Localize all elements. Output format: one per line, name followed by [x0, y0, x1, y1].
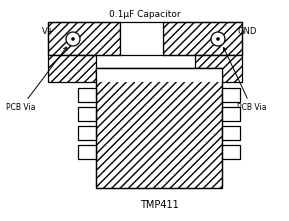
Text: TMP411: TMP411	[140, 200, 178, 210]
Bar	[48, 22, 242, 55]
Bar	[48, 22, 120, 55]
Text: PCB Via: PCB Via	[223, 48, 266, 112]
Text: 6: 6	[225, 128, 230, 137]
Circle shape	[211, 32, 225, 46]
Bar	[96, 68, 222, 82]
Bar	[96, 68, 222, 188]
Bar	[120, 22, 163, 55]
Bar	[222, 107, 240, 121]
Text: 8: 8	[225, 91, 230, 99]
Text: 5: 5	[225, 147, 230, 156]
Circle shape	[71, 37, 75, 41]
Bar	[96, 68, 222, 188]
Text: PCB Via: PCB Via	[6, 47, 67, 112]
Text: 7: 7	[225, 109, 230, 118]
Bar	[222, 88, 240, 102]
Text: 3: 3	[89, 128, 94, 137]
Bar	[78, 126, 96, 140]
Text: 0.1μF Capacitor: 0.1μF Capacitor	[109, 10, 181, 19]
Bar	[78, 107, 96, 121]
Text: 1: 1	[89, 91, 94, 99]
Bar	[222, 126, 240, 140]
Bar	[78, 145, 96, 159]
Bar	[48, 55, 96, 82]
Bar	[222, 145, 240, 159]
Bar	[163, 22, 242, 55]
Circle shape	[216, 37, 220, 41]
Text: 4: 4	[89, 147, 94, 156]
Circle shape	[66, 32, 80, 46]
Bar	[78, 88, 96, 102]
Text: V+: V+	[42, 27, 55, 36]
Bar	[195, 55, 242, 82]
Text: 2: 2	[89, 109, 94, 118]
Text: GND: GND	[238, 27, 257, 36]
